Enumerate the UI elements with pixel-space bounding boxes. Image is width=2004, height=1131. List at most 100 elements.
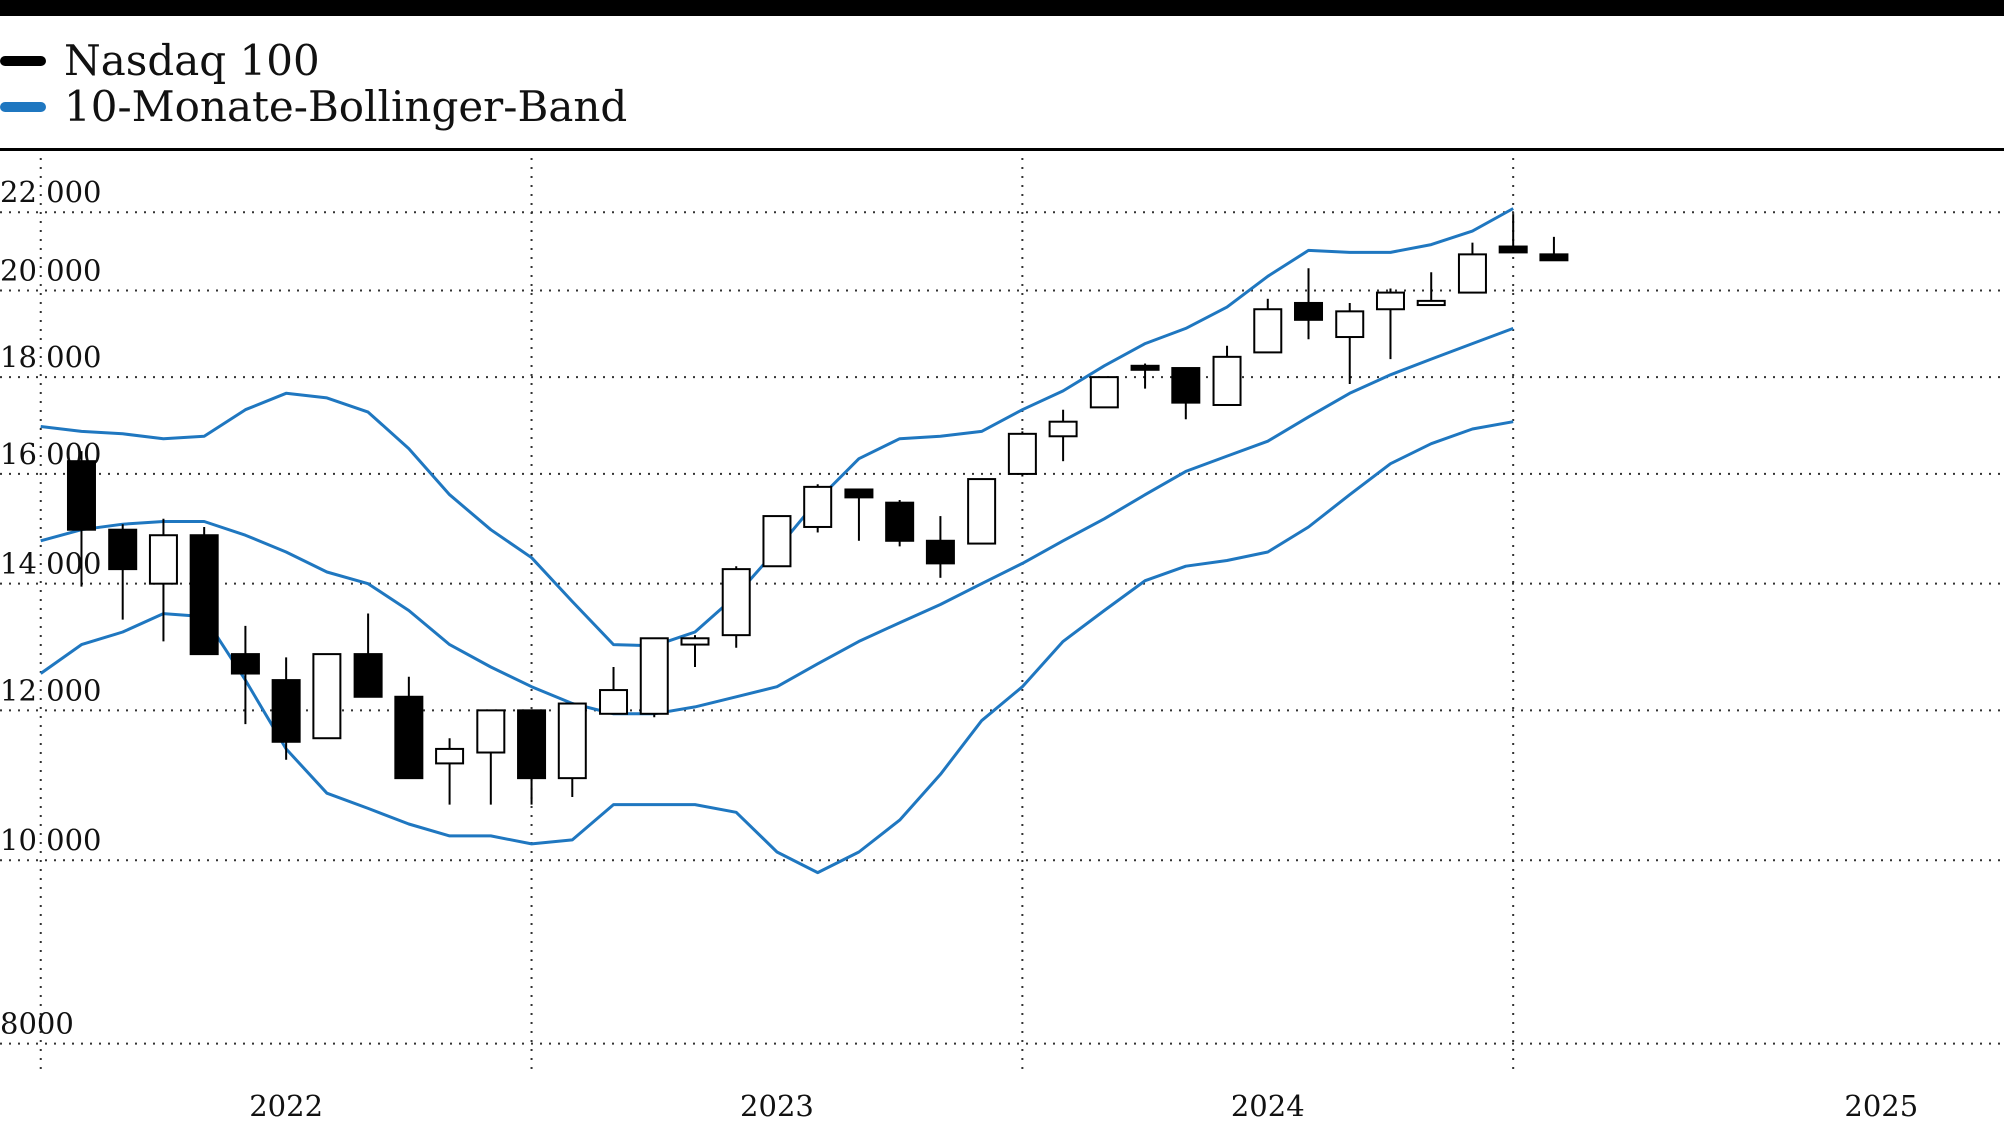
y-tick-label: 18 000 [0, 340, 101, 374]
candle [1294, 268, 1324, 340]
candle [66, 451, 96, 587]
candle-body [312, 653, 342, 740]
candle [476, 709, 506, 805]
candle-body [230, 653, 260, 675]
candle [435, 738, 465, 805]
candle [967, 478, 997, 545]
candle-body [108, 528, 138, 571]
candle [599, 667, 629, 715]
candle [721, 566, 751, 648]
candle [680, 635, 710, 668]
candle-body [1294, 301, 1324, 321]
candle-body [271, 679, 301, 743]
x-axis-labels: 2022 2023 2024 2025 [249, 1089, 1918, 1123]
candle-body [1130, 364, 1160, 371]
y-tick-label: 14 000 [0, 547, 101, 581]
candle-body [1048, 420, 1078, 438]
candle [803, 484, 833, 533]
candle-body [394, 695, 424, 780]
candle-body [476, 709, 506, 754]
legend-item-bollinger: 10-Monate-Bollinger-Band [0, 84, 627, 130]
candle [108, 524, 138, 620]
candle-body [803, 485, 833, 528]
candle [312, 653, 342, 740]
y-tick-label: 12 000 [0, 673, 101, 707]
legend-swatch-nasdaq [0, 56, 46, 66]
candle [639, 637, 669, 718]
candle [517, 709, 547, 805]
y-tick-label: 8000 [0, 1007, 74, 1041]
candle [885, 500, 915, 547]
candle-body [148, 534, 178, 585]
candle-body [435, 747, 465, 765]
legend-item-nasdaq: Nasdaq 100 [0, 38, 627, 84]
candle [1130, 363, 1160, 389]
candle [1335, 302, 1365, 385]
candle [925, 516, 955, 578]
candle [1375, 288, 1405, 360]
top-border-bar [0, 0, 2004, 16]
legend-divider [0, 148, 2004, 151]
candle-body [925, 539, 955, 565]
legend-label-nasdaq: Nasdaq 100 [64, 36, 320, 85]
candle-body [639, 637, 669, 715]
candle-body [599, 689, 629, 715]
candle [1048, 409, 1078, 462]
legend-label-bollinger: 10-Monate-Bollinger-Band [64, 82, 628, 131]
candle [271, 657, 301, 760]
candle [1457, 242, 1487, 294]
candle [557, 702, 587, 797]
y-tick-label: 22 000 [0, 175, 101, 209]
bollinger-middle-line [40, 326, 1514, 716]
legend-swatch-bollinger [0, 102, 46, 112]
candle [1007, 431, 1037, 477]
candle-body [885, 501, 915, 542]
y-tick-label: 20 000 [0, 254, 101, 288]
candle-body [1007, 432, 1037, 475]
x-tick-label: 2024 [1231, 1089, 1305, 1123]
candle [1212, 345, 1242, 406]
candle-body [66, 460, 96, 531]
candle [844, 488, 874, 541]
candle [762, 515, 792, 568]
candle-body [353, 653, 383, 698]
candle-body [189, 534, 219, 656]
candle-body [557, 702, 587, 780]
y-tick-label: 10 000 [0, 823, 101, 857]
candle-body [1335, 310, 1365, 339]
candle [1416, 272, 1446, 307]
candle [1539, 236, 1569, 262]
candle [1171, 367, 1201, 420]
candle-body [1498, 245, 1528, 254]
candle-body [967, 478, 997, 545]
candle [1498, 214, 1528, 254]
candle-body [1253, 308, 1283, 354]
candle [1253, 298, 1283, 354]
candle [230, 625, 260, 725]
candle-body [1212, 355, 1242, 406]
candle-body [1539, 253, 1569, 262]
candle-body [1457, 253, 1487, 294]
x-tick-label: 2025 [1844, 1089, 1918, 1123]
gridlines [0, 158, 2004, 1075]
legend: Nasdaq 100 10-Monate-Bollinger-Band [0, 38, 627, 130]
candle-body [1416, 299, 1446, 307]
candles [66, 214, 1569, 805]
x-tick-label: 2022 [249, 1089, 323, 1123]
bollinger-lower-line [39, 420, 1514, 875]
candle-body [1171, 367, 1201, 404]
candle-body [1375, 291, 1405, 311]
candle [189, 526, 219, 656]
candle [1089, 376, 1119, 409]
candle-body [762, 515, 792, 568]
candle-body [680, 637, 710, 646]
candle-body [721, 568, 751, 637]
candle-body [1089, 376, 1119, 409]
candle [353, 613, 383, 698]
candle-body [517, 709, 547, 780]
x-tick-label: 2023 [740, 1089, 814, 1123]
candle [148, 518, 178, 642]
candle [394, 676, 424, 780]
